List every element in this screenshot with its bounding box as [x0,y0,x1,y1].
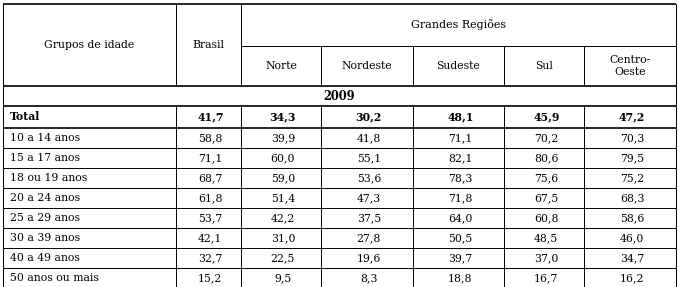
Text: 71,1: 71,1 [198,153,223,163]
Text: 27,8: 27,8 [356,233,381,243]
Text: 70,2: 70,2 [534,133,559,143]
Text: Grandes Regiões: Grandes Regiões [411,20,506,30]
Text: Norte: Norte [265,61,297,71]
Text: 71,1: 71,1 [448,133,473,143]
Text: 37,0: 37,0 [534,253,559,263]
Text: 40 a 49 anos: 40 a 49 anos [10,253,80,263]
Text: 50 anos ou mais: 50 anos ou mais [10,273,99,283]
Text: 18 ou 19 anos: 18 ou 19 anos [10,173,87,183]
Text: 30 a 39 anos: 30 a 39 anos [10,233,80,243]
Text: Brasil: Brasil [192,40,224,50]
Text: 39,7: 39,7 [448,253,473,263]
Text: Nordeste: Nordeste [342,61,392,71]
Text: 58,8: 58,8 [198,133,223,143]
Text: 60,8: 60,8 [534,213,559,223]
Text: 58,6: 58,6 [620,213,644,223]
Text: 53,7: 53,7 [198,213,223,223]
Text: 61,8: 61,8 [198,193,223,203]
Text: 20 a 24 anos: 20 a 24 anos [10,193,80,203]
Text: 46,0: 46,0 [620,233,644,243]
Text: 75,6: 75,6 [534,173,558,183]
Text: 68,3: 68,3 [620,193,644,203]
Text: 50,5: 50,5 [448,233,473,243]
Text: 51,4: 51,4 [271,193,295,203]
Text: 48,1: 48,1 [447,112,473,123]
Text: 80,6: 80,6 [534,153,559,163]
Text: 16,2: 16,2 [620,273,644,283]
Text: 16,7: 16,7 [534,273,559,283]
Text: 75,2: 75,2 [620,173,644,183]
Text: 47,2: 47,2 [619,112,646,123]
Text: 53,6: 53,6 [356,173,381,183]
Text: 19,6: 19,6 [356,253,381,263]
Text: 41,7: 41,7 [197,112,223,123]
Text: 55,1: 55,1 [356,153,381,163]
Text: Sul: Sul [535,61,553,71]
Text: 39,9: 39,9 [271,133,295,143]
Text: 42,2: 42,2 [271,213,295,223]
Text: 67,5: 67,5 [534,193,558,203]
Text: 37,5: 37,5 [356,213,381,223]
Text: 42,1: 42,1 [198,233,223,243]
Text: Centro-
Oeste: Centro- Oeste [610,55,651,77]
Text: 15,2: 15,2 [198,273,223,283]
Text: 34,3: 34,3 [270,112,296,123]
Text: 9,5: 9,5 [274,273,291,283]
Text: 60,0: 60,0 [271,153,295,163]
Text: 79,5: 79,5 [620,153,644,163]
Text: 68,7: 68,7 [198,173,223,183]
Text: 10 a 14 anos: 10 a 14 anos [10,133,80,143]
Text: 48,5: 48,5 [534,233,558,243]
Text: 15 a 17 anos: 15 a 17 anos [10,153,80,163]
Text: 78,3: 78,3 [448,173,473,183]
Text: 59,0: 59,0 [271,173,295,183]
Text: 64,0: 64,0 [448,213,473,223]
Text: Grupos de idade: Grupos de idade [44,40,134,50]
Text: 2009: 2009 [324,90,355,102]
Text: 34,7: 34,7 [620,253,644,263]
Text: 70,3: 70,3 [620,133,644,143]
Text: Total: Total [10,112,40,123]
Text: 32,7: 32,7 [198,253,223,263]
Text: 47,3: 47,3 [356,193,381,203]
Text: 8,3: 8,3 [360,273,378,283]
Text: 71,8: 71,8 [448,193,473,203]
Text: 31,0: 31,0 [271,233,295,243]
Text: Sudeste: Sudeste [437,61,480,71]
Text: 25 a 29 anos: 25 a 29 anos [10,213,80,223]
Text: 22,5: 22,5 [271,253,295,263]
Text: 30,2: 30,2 [356,112,382,123]
Text: 82,1: 82,1 [448,153,473,163]
Text: 18,8: 18,8 [448,273,473,283]
Text: 41,8: 41,8 [356,133,381,143]
Text: 45,9: 45,9 [533,112,559,123]
